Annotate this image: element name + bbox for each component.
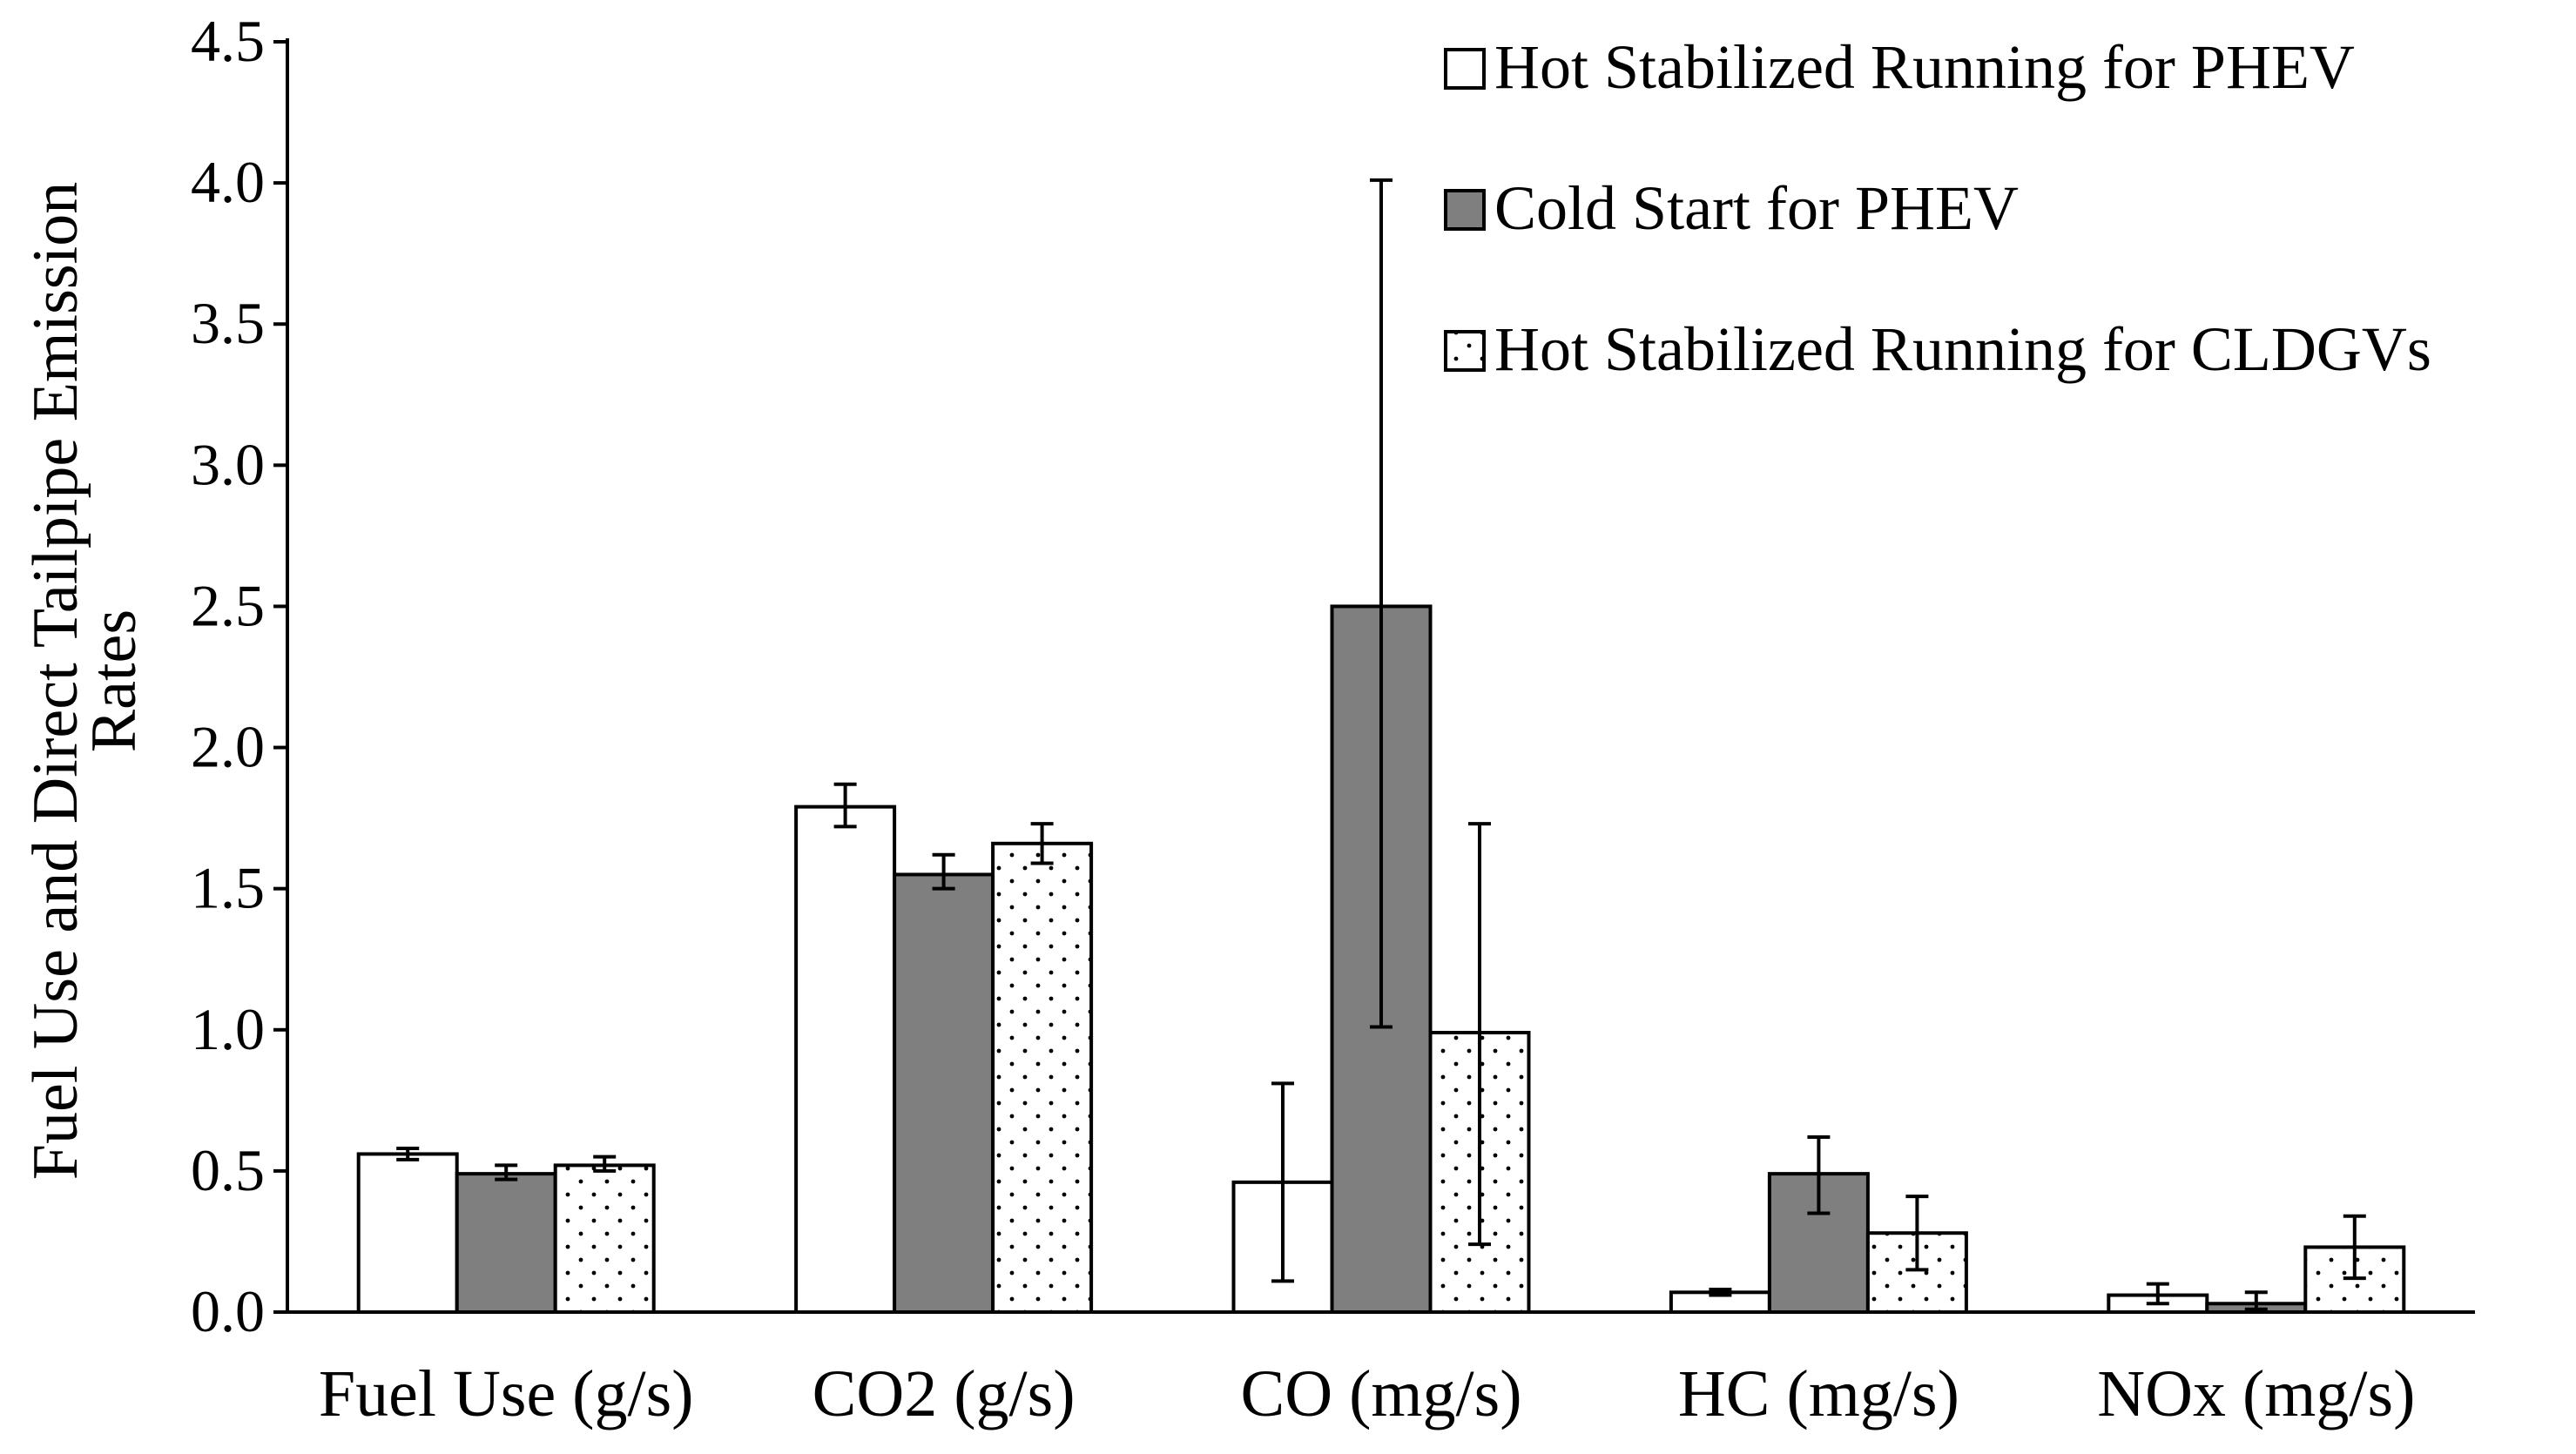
- legend: Hot Stabilized Running for PHEV Cold Star…: [1444, 32, 2431, 384]
- y-tick-label: 1.5: [191, 855, 265, 921]
- legend-label: Hot Stabilized Running for CLDGVs: [1494, 314, 2431, 384]
- y-tick-label: 0.0: [191, 1278, 265, 1344]
- legend-swatch: [1444, 189, 1486, 231]
- bar: [991, 841, 1094, 1314]
- y-axis-title: Fuel Use and Direct Tailpipe EmissionRat…: [20, 182, 150, 1180]
- bar: [356, 1152, 459, 1314]
- y-tick-label: 4.5: [191, 8, 265, 74]
- y-axis-title-line: Fuel Use and Direct Tailpipe Emission: [20, 182, 91, 1180]
- legend-label: Cold Start for PHEV: [1494, 173, 2019, 243]
- y-tick-label: 2.5: [191, 572, 265, 638]
- x-category-label: Fuel Use (g/s): [319, 1357, 694, 1430]
- bar: [455, 1172, 557, 1314]
- y-axis-title-line: Rates: [78, 609, 150, 752]
- x-category-label: NOx (mg/s): [2097, 1357, 2415, 1430]
- y-tick-label: 3.0: [191, 431, 265, 497]
- y-tick-label: 0.5: [191, 1137, 265, 1203]
- legend-swatch: [1444, 48, 1486, 90]
- legend-label: Hot Stabilized Running for PHEV: [1494, 32, 2355, 102]
- x-category-label: HC (mg/s): [1678, 1357, 1959, 1430]
- x-category-label: CO2 (g/s): [813, 1357, 1076, 1430]
- legend-swatch: [1444, 330, 1486, 372]
- x-category-label: CO (mg/s): [1241, 1357, 1522, 1430]
- error-bars: [396, 178, 2366, 1311]
- y-tick-label: 1.0: [191, 996, 265, 1062]
- y-tick-label: 2.0: [191, 714, 265, 780]
- bar: [794, 804, 897, 1314]
- bar: [553, 1163, 656, 1314]
- y-tick-label: 3.5: [191, 290, 265, 356]
- bar: [893, 872, 995, 1314]
- axes: [286, 38, 2475, 1314]
- x-axis-labels: Fuel Use (g/s) CO2 (g/s) CO (mg/s) HC (mg/s…: [319, 1357, 2416, 1430]
- y-tick-label: 4.0: [191, 149, 265, 215]
- y-axis-ticks: 0.0 0.5 1.0 1.5 2.0 2.5 3.0 3.5 4.0 4.5: [191, 8, 287, 1344]
